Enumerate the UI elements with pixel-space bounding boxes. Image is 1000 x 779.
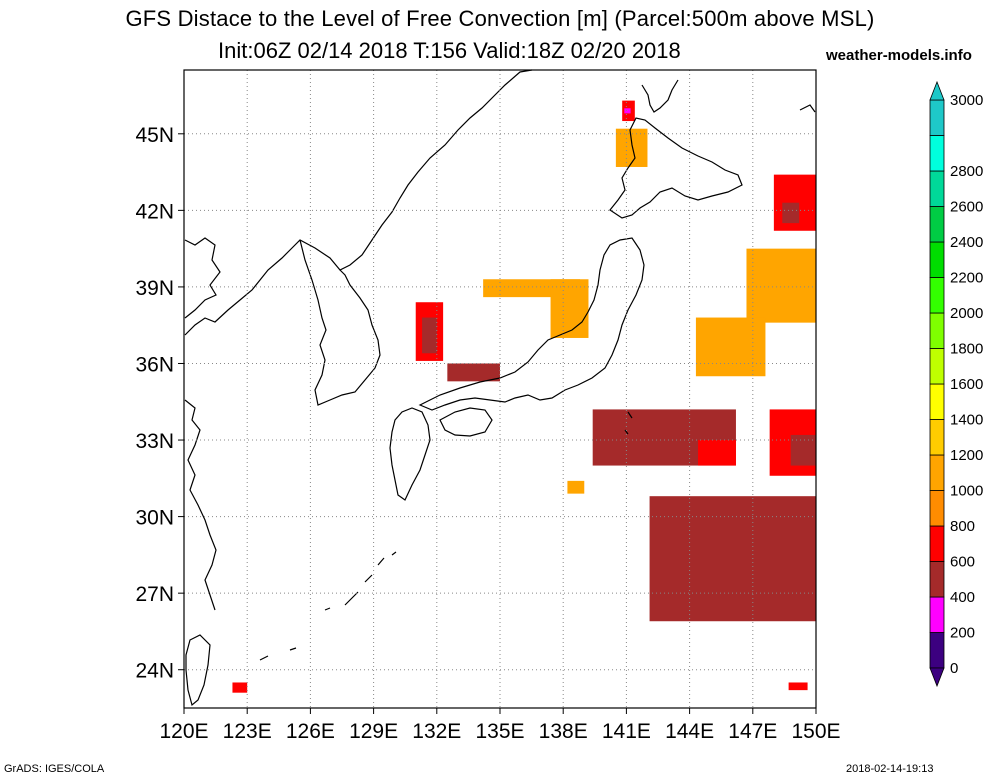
izu-islands	[624, 411, 633, 435]
colorbar-segment	[929, 632, 945, 669]
colorbar-segment	[929, 348, 945, 385]
colorbar-segment	[929, 99, 945, 136]
lfc-cell-pacific-east-39n	[746, 248, 816, 323]
colorbar-level-label: 0	[950, 660, 958, 677]
lon-tick-label: 120E	[159, 720, 208, 743]
colorbar-level-label: 2200	[950, 270, 983, 287]
colorbar-level-label: 1000	[950, 483, 983, 500]
colorbar-high-arrow	[929, 80, 945, 101]
colorbar-low-arrow	[929, 667, 945, 688]
lon-tick-label: 123E	[223, 720, 272, 743]
lon-tick-label: 129E	[349, 720, 398, 743]
colorbar-segment	[929, 312, 945, 349]
colorbar-segment	[929, 596, 945, 633]
colorbar-level-label: 1600	[950, 376, 983, 393]
lfc-cell-korea-east-core	[422, 317, 437, 354]
colorbar-level-label: 1800	[950, 341, 983, 358]
honshu-coast	[418, 237, 645, 411]
lon-tick-label: 147E	[728, 720, 777, 743]
coastlines	[184, 69, 816, 707]
kyushu-coast	[389, 407, 431, 501]
mainland-coast	[184, 69, 533, 336]
lon-tick-label: 150E	[791, 720, 840, 743]
colorbar-level-label: 1400	[950, 412, 983, 429]
lon-tick-label: 141E	[602, 720, 651, 743]
lfc-cell-pacific-east-36n	[695, 317, 766, 377]
lat-tick-label: 27N	[135, 583, 174, 606]
lat-tick-label: 42N	[135, 200, 174, 223]
taiwan-coast	[185, 634, 211, 707]
colorbar-level-label: 2800	[950, 163, 983, 180]
colorbar-segment	[929, 277, 945, 314]
chart-subtitle: Init:06Z 02/14 2018 T:156 Valid:18Z 02/2…	[218, 38, 681, 63]
colorbar-level-label: 600	[950, 554, 975, 571]
lfc-cell-taiwan-east	[232, 682, 248, 693]
lat-lon-grid	[184, 70, 816, 708]
lfc-cells	[232, 100, 816, 693]
colorbar-segment	[929, 454, 945, 491]
colorbar-level-label: 3000	[950, 92, 983, 109]
ryukyu-islands	[259, 551, 397, 661]
lat-tick-label: 45N	[135, 124, 174, 147]
lon-tick-label: 138E	[539, 720, 588, 743]
colorbar-segment	[929, 206, 945, 243]
lat-tick-label: 39N	[135, 277, 174, 300]
lfc-cell-south-east-dot	[788, 682, 808, 691]
colorbar-level-label: 200	[950, 625, 975, 642]
shikoku-coast	[439, 407, 493, 437]
lfc-cell-kurils-core	[782, 202, 800, 224]
colorbar-segment	[929, 561, 945, 598]
colorbar-level-label: 800	[950, 518, 975, 535]
lfc-cell-sado-area	[550, 279, 589, 338]
colorbar-level-label: 1200	[950, 447, 983, 464]
sakhalin-coast	[641, 79, 679, 113]
lfc-cell-south-patch	[567, 480, 585, 494]
lfc-cell-sea-of-japan-band	[447, 363, 500, 382]
colorbar-level-label: 2600	[950, 199, 983, 216]
lfc-cell-off-tokyo-band-red	[698, 440, 736, 466]
lon-tick-label: 132E	[412, 720, 461, 743]
lfc-cell-chain-southeast	[649, 496, 816, 622]
colorbar-segment	[929, 419, 945, 456]
lat-tick-label: 36N	[135, 353, 174, 376]
render-timestamp: 2018-02-14-19:13	[846, 763, 934, 775]
colorbar-segment	[929, 490, 945, 527]
lon-tick-label: 135E	[475, 720, 524, 743]
hokkaido-coast	[609, 117, 743, 219]
china-coast	[184, 237, 221, 319]
software-credit: GrADS: IGES/COLA	[4, 763, 105, 775]
brand-label: weather-models.info	[826, 47, 972, 64]
korea-coast	[299, 239, 381, 406]
lon-tick-label: 144E	[665, 720, 714, 743]
lat-tick-label: 24N	[135, 660, 174, 683]
colorbar-segment	[929, 525, 945, 562]
colorbar-segment	[929, 383, 945, 420]
lfc-cell-hokkaido-west	[615, 128, 648, 167]
colorbar-segment	[929, 135, 945, 172]
lat-tick-label: 33N	[135, 430, 174, 453]
colorbar-level-label: 2400	[950, 234, 983, 251]
colorbar-segment	[929, 241, 945, 278]
colorbar: 0 200 400 600 800 1000 1200 1400 1600 1800 2000 220…	[929, 80, 983, 688]
lfc-cell-hokkaido-north-core	[624, 108, 631, 114]
kamchatka-stub	[799, 104, 816, 113]
colorbar-level-label: 2000	[950, 305, 983, 322]
latitude-labels: 24N 27N 30N 33N 36N 39N 42N 45N	[135, 124, 184, 683]
longitude-labels: 120E 123E 126E 129E 132E 135E 138E 141E 144E 147E…	[159, 708, 841, 743]
china-east-coast	[184, 399, 217, 611]
colorbar-segment	[929, 170, 945, 207]
chart-title: GFS Distace to the Level of Free Convect…	[125, 6, 875, 31]
colorbar-level-label: 400	[950, 589, 975, 606]
lfc-cell-pacific-east-33n-core	[790, 434, 816, 466]
lat-tick-label: 30N	[135, 507, 174, 530]
lon-tick-label: 126E	[286, 720, 335, 743]
